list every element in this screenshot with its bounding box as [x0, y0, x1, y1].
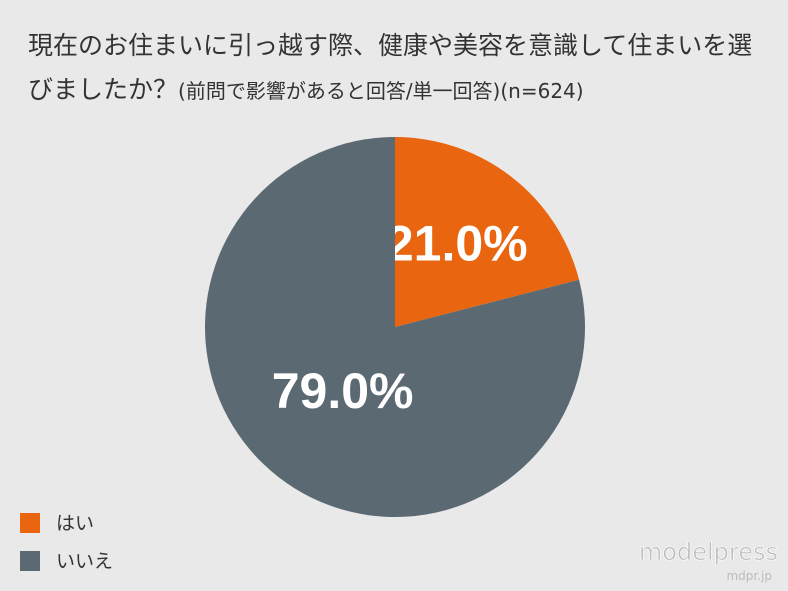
watermark-url: mdpr.jp	[726, 569, 772, 583]
legend-swatch	[20, 551, 40, 571]
legend-swatch	[20, 513, 40, 533]
pie-slice	[205, 137, 585, 517]
watermark-brand: modelpress	[639, 538, 778, 566]
chart-title: 現在のお住まいに引っ越す際、健康や美容を意識して住まいを選びましたか？	[28, 31, 753, 104]
data-label: 21.0%	[386, 216, 528, 272]
pie-slice	[395, 137, 580, 327]
legend-label: いいえ	[56, 551, 113, 573]
data-label: 79.0%	[272, 363, 414, 419]
title-block: 現在のお住まいに引っ越す際、健康や美容を意識して住まいを選びましたか？(前問で影…	[28, 24, 768, 113]
legend-label: はい	[56, 513, 94, 535]
chart-subtitle: (前問で影響があると回答/単一回答)(n=624)	[178, 79, 584, 103]
